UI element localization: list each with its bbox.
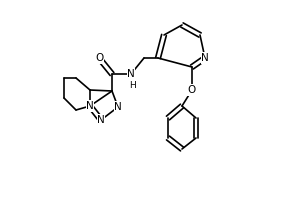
Text: N: N bbox=[97, 115, 105, 125]
Text: O: O bbox=[95, 53, 103, 63]
Text: H: H bbox=[129, 82, 136, 90]
Text: O: O bbox=[188, 85, 196, 95]
Text: N: N bbox=[127, 69, 135, 79]
Text: N: N bbox=[114, 102, 122, 112]
Text: N: N bbox=[86, 101, 94, 111]
Text: N: N bbox=[201, 53, 209, 63]
